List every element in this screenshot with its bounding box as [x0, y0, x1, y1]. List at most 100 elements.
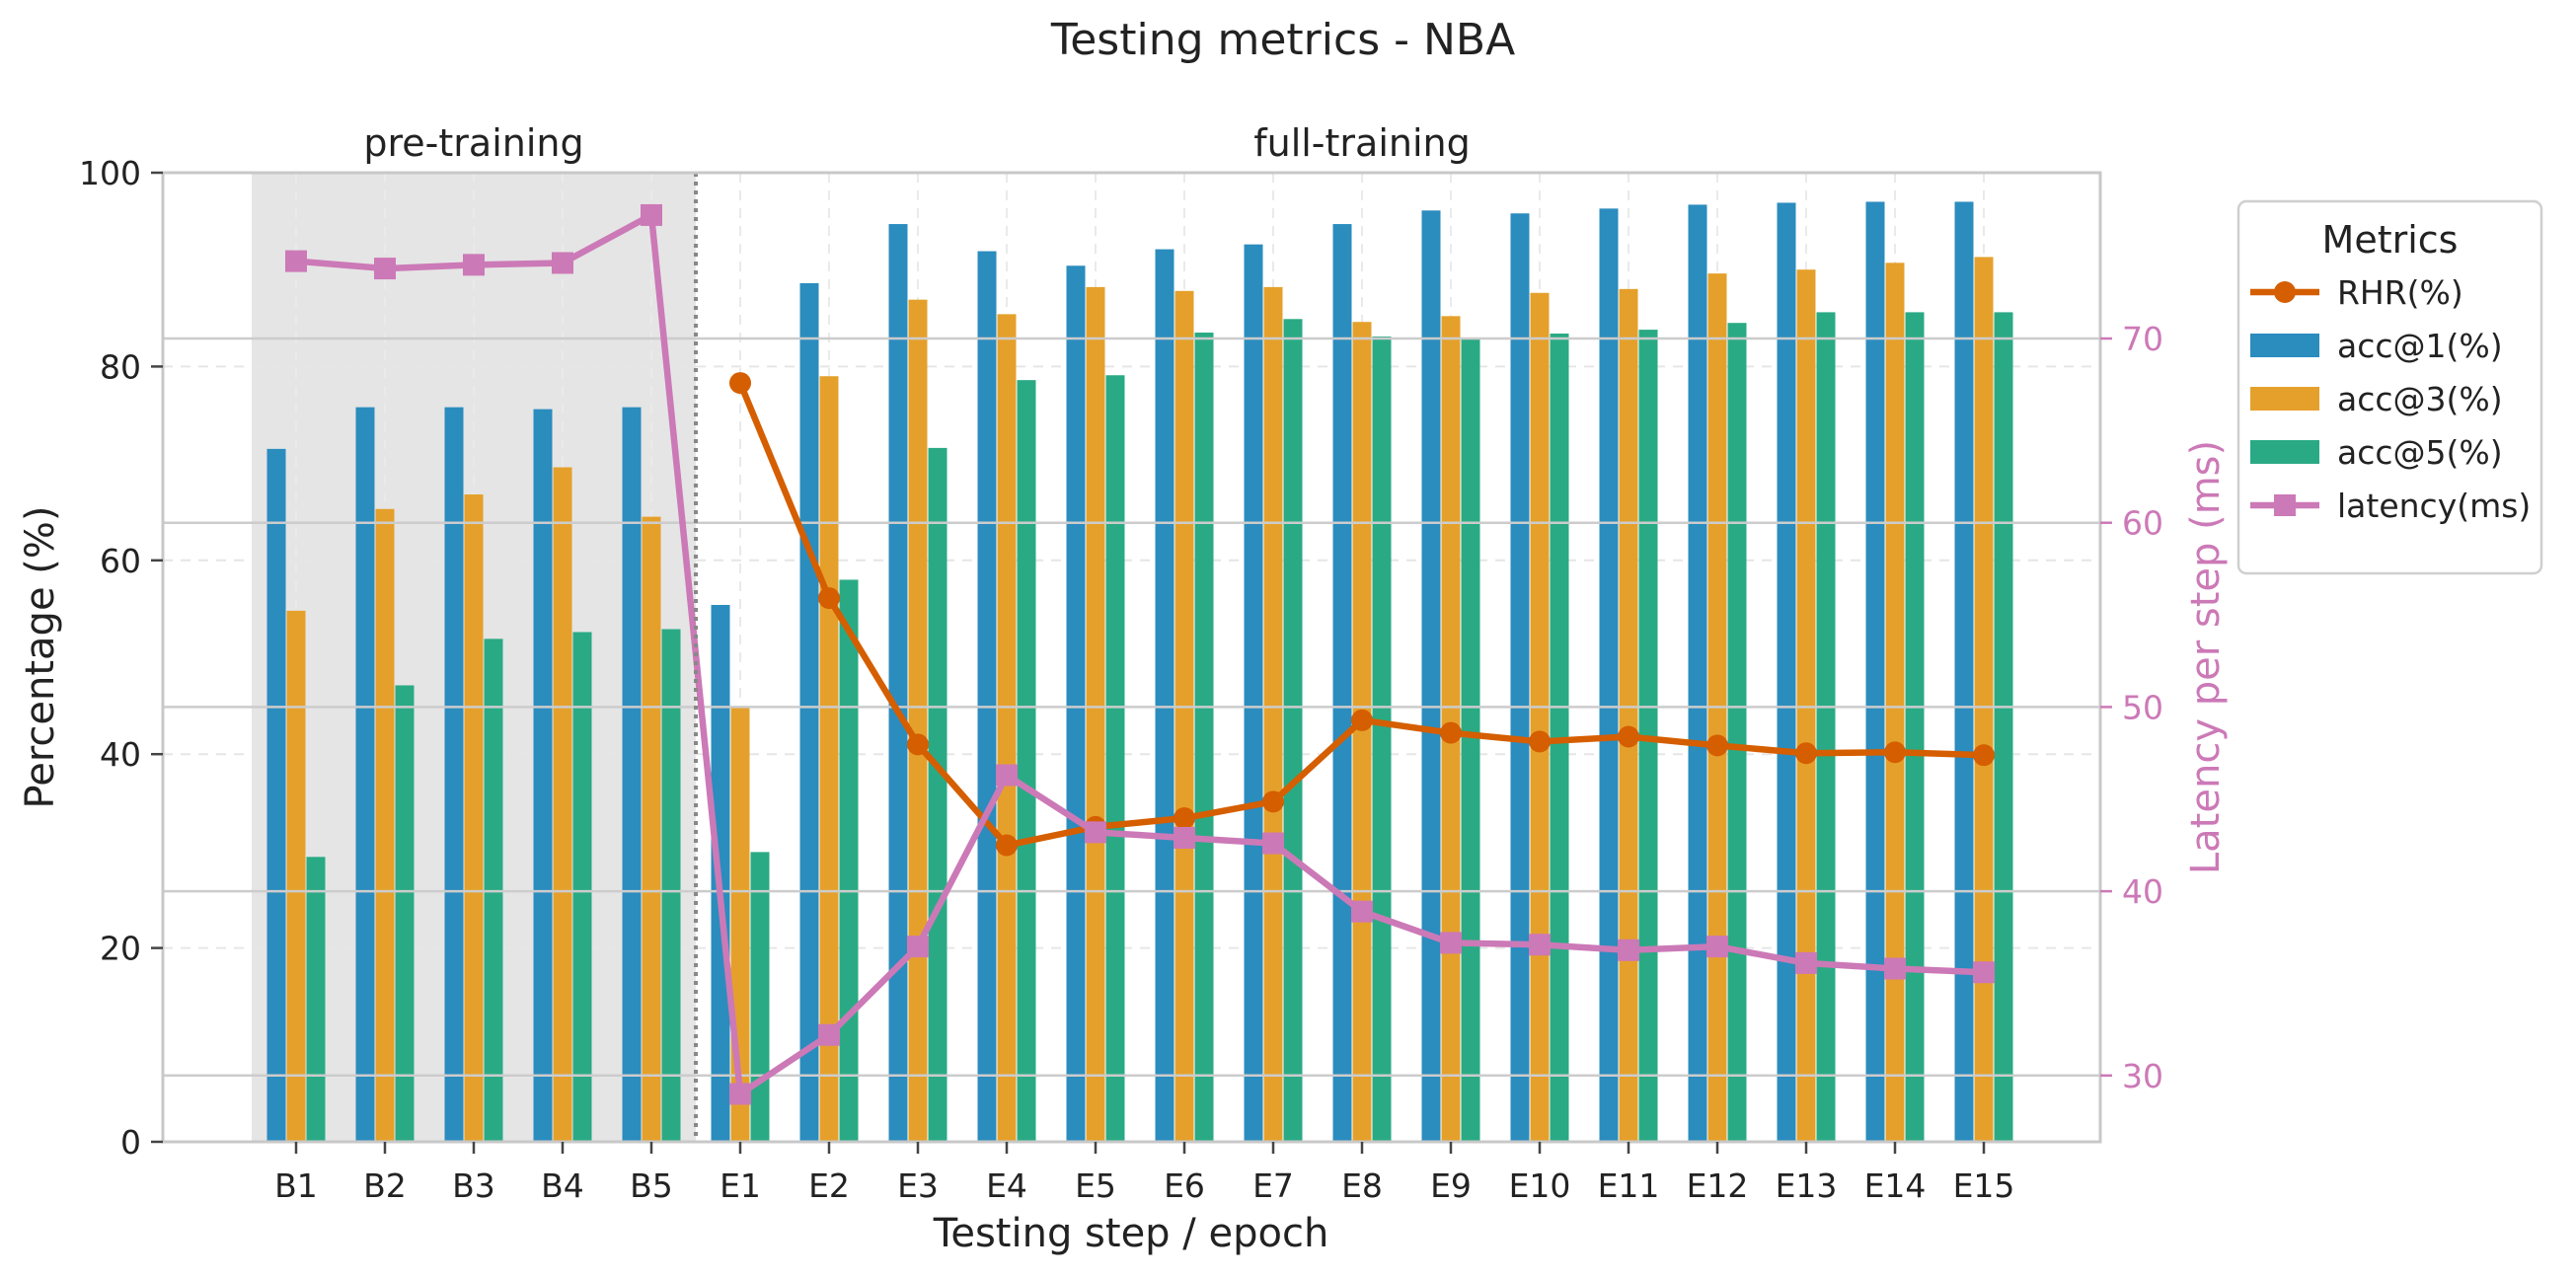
- tick-label-x-E5: E5: [1075, 1166, 1116, 1205]
- tick-label-right-50: 50: [2122, 688, 2163, 726]
- legend-swatch-acc5: [2250, 440, 2319, 464]
- point-latencyms-B1: [285, 250, 307, 272]
- bar-acc5-E13: [1816, 312, 1836, 1143]
- point-latencyms-E8: [1351, 900, 1373, 923]
- tick-label-x-E4: E4: [986, 1166, 1027, 1205]
- bar-acc1-E11: [1599, 208, 1619, 1143]
- point-latencyms-B3: [463, 254, 485, 276]
- bar-acc3-E3: [908, 299, 928, 1143]
- point-latencyms-E2: [818, 1023, 840, 1046]
- tick-label-x-E3: E3: [897, 1166, 939, 1205]
- point-latencyms-B5: [641, 203, 662, 226]
- point-latencyms-E1: [729, 1083, 751, 1105]
- bar-acc3-E2: [819, 376, 839, 1143]
- tick-label-x-E2: E2: [808, 1166, 850, 1205]
- bar-acc3-B2: [375, 508, 395, 1142]
- legend-swatch-acc3: [2250, 387, 2319, 411]
- bar-acc5-E3: [928, 447, 947, 1142]
- bar-acc1-E9: [1421, 210, 1441, 1143]
- bar-acc3-E13: [1796, 269, 1816, 1142]
- tick-label-x-E13: E13: [1776, 1166, 1838, 1205]
- bar-acc3-E6: [1174, 290, 1194, 1143]
- tick-label-x-B5: B5: [630, 1166, 673, 1205]
- bar-acc3-B5: [642, 516, 661, 1142]
- point-rhr-E13: [1795, 742, 1817, 765]
- bar-acc5-E7: [1283, 319, 1303, 1143]
- tick-label-x-E1: E1: [720, 1166, 761, 1205]
- tick-label-x-B3: B3: [452, 1166, 495, 1205]
- legend-label-acc3: acc@3(%): [2337, 380, 2503, 418]
- tick-label-right-40: 40: [2122, 872, 2163, 911]
- legend-label-latencyms: latency(ms): [2337, 487, 2531, 525]
- bar-acc5-B4: [572, 632, 592, 1142]
- point-rhr-E12: [1706, 734, 1728, 757]
- bar-acc3-E7: [1263, 286, 1283, 1143]
- point-rhr-E7: [1262, 790, 1284, 813]
- point-latencyms-E7: [1262, 832, 1284, 855]
- bar-acc3-B4: [553, 467, 572, 1142]
- point-latencyms-E6: [1174, 826, 1195, 849]
- point-rhr-E14: [1884, 741, 1906, 764]
- tick-label-x-E7: E7: [1252, 1166, 1294, 1205]
- point-rhr-E9: [1440, 721, 1462, 744]
- bar-acc1-E8: [1332, 224, 1352, 1142]
- bar-acc5-E4: [1017, 380, 1036, 1142]
- point-latencyms-B4: [552, 252, 573, 274]
- section-label-fulltraining: full-training: [1253, 121, 1471, 165]
- bar-acc5-E1: [750, 852, 770, 1142]
- point-rhr-E15: [1973, 744, 1995, 767]
- bar-acc1-E12: [1688, 204, 1707, 1142]
- point-rhr-E10: [1529, 730, 1551, 753]
- point-latencyms-E12: [1706, 936, 1728, 958]
- bar-acc5-E6: [1194, 333, 1214, 1142]
- plot-frame: [161, 171, 2102, 1144]
- point-latencyms-E15: [1973, 961, 1995, 984]
- tick-label-left-100: 100: [79, 154, 141, 192]
- bar-acc3-E8: [1352, 322, 1372, 1142]
- tick-label-left-80: 80: [100, 347, 141, 386]
- legend-label-acc5: acc@5(%): [2337, 433, 2503, 472]
- point-rhr-E6: [1174, 807, 1195, 830]
- bar-acc5-E12: [1727, 323, 1747, 1143]
- chart-title: Testing metrics - NBA: [1050, 15, 1515, 65]
- bar-acc1-E2: [799, 282, 819, 1142]
- bar-acc1-E10: [1510, 213, 1530, 1142]
- tick-label-x-B2: B2: [363, 1166, 407, 1205]
- point-latencyms-E14: [1884, 957, 1906, 980]
- bar-acc3-E14: [1885, 263, 1905, 1142]
- bar-acc3-E4: [997, 314, 1017, 1142]
- tick-label-left-40: 40: [100, 735, 141, 774]
- bar-acc5-B1: [306, 857, 326, 1142]
- bar-acc1-E13: [1777, 202, 1796, 1142]
- bar-acc5-E9: [1461, 338, 1480, 1142]
- tick-label-left-20: 20: [100, 930, 141, 968]
- bar-acc3-B3: [464, 494, 484, 1142]
- tick-label-x-E15: E15: [1953, 1166, 2015, 1205]
- section-label-pretraining: pre-training: [363, 121, 583, 165]
- point-rhr-E1: [729, 372, 751, 395]
- tick-label-right-70: 70: [2122, 320, 2163, 358]
- point-latencyms-E11: [1618, 939, 1639, 961]
- bar-acc1-B5: [622, 407, 642, 1142]
- legend-marker-latencyms: [2274, 494, 2296, 516]
- bar-acc5-E15: [1994, 312, 2013, 1143]
- tick-label-x-E9: E9: [1430, 1166, 1472, 1205]
- bar-acc3-E15: [1974, 257, 1994, 1143]
- tick-label-right-60: 60: [2122, 504, 2163, 543]
- point-rhr-E11: [1618, 725, 1639, 748]
- legend-label-acc1: acc@1(%): [2337, 327, 2503, 365]
- bar-acc1-B2: [355, 407, 375, 1142]
- bar-acc3-B1: [286, 610, 306, 1142]
- tick-label-x-E11: E11: [1598, 1166, 1660, 1205]
- tick-label-x-B4: B4: [541, 1166, 584, 1205]
- point-latencyms-E13: [1795, 951, 1817, 974]
- tick-label-right-30: 30: [2122, 1057, 2163, 1095]
- bar-acc5-B5: [661, 629, 681, 1142]
- bar-acc1-E5: [1066, 265, 1086, 1143]
- bar-acc1-E14: [1865, 201, 1885, 1142]
- bar-acc5-E2: [839, 579, 859, 1142]
- point-latencyms-E4: [996, 764, 1018, 787]
- point-latencyms-E10: [1529, 934, 1551, 956]
- bar-acc1-E3: [888, 224, 908, 1142]
